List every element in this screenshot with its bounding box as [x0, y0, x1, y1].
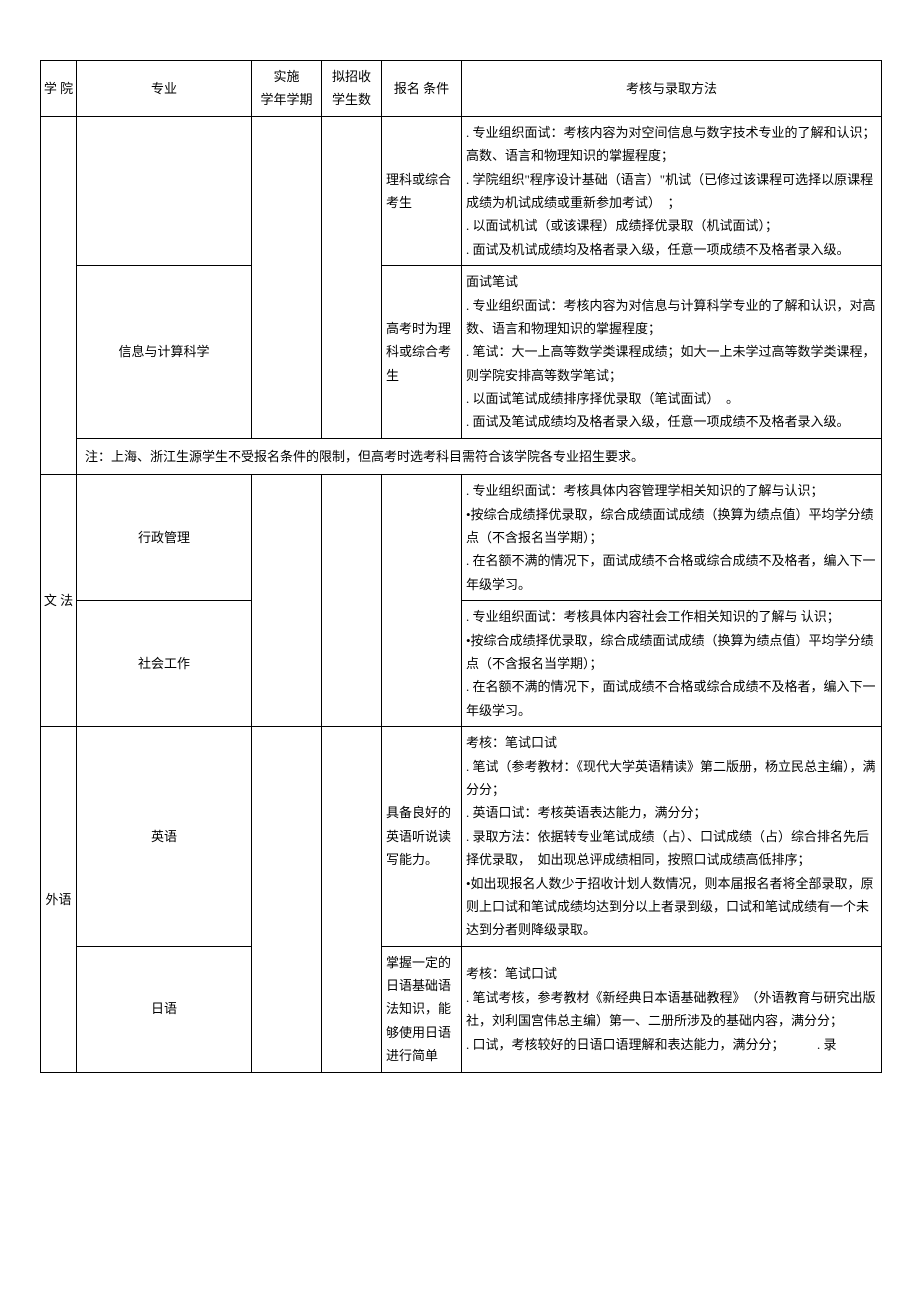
cell-major: 行政管理 — [77, 475, 252, 601]
cell-semester-empty — [252, 727, 322, 1072]
cell-college-wenfa: 文 法 — [41, 475, 77, 727]
hdr-enroll: 拟招收 学生数 — [322, 61, 382, 117]
cell-condition: 理科或综合考生 — [382, 116, 462, 265]
note-cell: 注：上海、浙江生源学生不受报名条件的限制，但高考时选考科目需符合该学院各专业招生… — [77, 438, 882, 474]
hdr-condition: 报名 条件 — [382, 61, 462, 117]
cell-semester-empty — [252, 116, 322, 438]
cell-major-empty — [77, 116, 252, 265]
cell-enroll-empty — [322, 116, 382, 438]
admission-table: 学 院 专业 实施 学年学期 拟招收 学生数 报名 条件 考核与录取方法 理科或… — [40, 60, 882, 1073]
cell-major: 英语 — [77, 727, 252, 947]
cell-condition: 具备良好的英语听说读写能力。 — [382, 727, 462, 947]
hdr-semester: 实施 学年学期 — [252, 61, 322, 117]
cell-condition: 高考时为理科或综合考生 — [382, 266, 462, 439]
cell-condition-empty — [382, 475, 462, 727]
table-row: 社会工作 . 专业组织面试：考核具体内容社会工作相关知识的了解与 认识； •按综… — [41, 601, 882, 727]
table-row: 理科或综合考生 . 专业组织面试：考核内容为对空间信息与数字技术专业的了解和认识… — [41, 116, 882, 265]
cell-method: . 专业组织面试：考核具体内容社会工作相关知识的了解与 认识； •按综合成绩择优… — [462, 601, 882, 727]
table-row: 日语 掌握一定的日语基础语法知识，能够使用日语进行简单 考核：笔试口试 . 笔试… — [41, 946, 882, 1072]
hdr-method: 考核与录取方法 — [462, 61, 882, 117]
note-row: 注：上海、浙江生源学生不受报名条件的限制，但高考时选考科目需符合该学院各专业招生… — [41, 438, 882, 474]
cell-major: 社会工作 — [77, 601, 252, 727]
cell-condition: 掌握一定的日语基础语法知识，能够使用日语进行简单 — [382, 946, 462, 1072]
cell-method: 考核：笔试口试 . 笔试（参考教材：《现代大学英语精读》第二版册，杨立民总主编）… — [462, 727, 882, 947]
cell-college-empty — [41, 116, 77, 474]
cell-method: 面试笔试 . 专业组织面试：考核内容为对信息与计算科学专业的了解和认识，对高数、… — [462, 266, 882, 439]
table-row: 外语 英语 具备良好的英语听说读写能力。 考核：笔试口试 . 笔试（参考教材：《… — [41, 727, 882, 947]
cell-college-waiyu: 外语 — [41, 727, 77, 1072]
hdr-college: 学 院 — [41, 61, 77, 117]
cell-method: . 专业组织面试：考核内容为对空间信息与数字技术专业的了解和认识；高数、语言和物… — [462, 116, 882, 265]
cell-semester-empty — [252, 475, 322, 727]
cell-method: . 专业组织面试：考核具体内容管理学相关知识的了解与认识； •按综合成绩择优录取… — [462, 475, 882, 601]
header-row: 学 院 专业 实施 学年学期 拟招收 学生数 报名 条件 考核与录取方法 — [41, 61, 882, 117]
cell-major: 信息与计算科学 — [77, 266, 252, 439]
cell-enroll-empty — [322, 727, 382, 1072]
hdr-major: 专业 — [77, 61, 252, 117]
cell-major: 日语 — [77, 946, 252, 1072]
cell-method: 考核：笔试口试 . 笔试考核，参考教材《新经典日本语基础教程》 （外语教育与研究… — [462, 946, 882, 1072]
table-row: 文 法 行政管理 . 专业组织面试：考核具体内容管理学相关知识的了解与认识； •… — [41, 475, 882, 601]
cell-enroll-empty — [322, 475, 382, 727]
table-row: 信息与计算科学 高考时为理科或综合考生 面试笔试 . 专业组织面试：考核内容为对… — [41, 266, 882, 439]
